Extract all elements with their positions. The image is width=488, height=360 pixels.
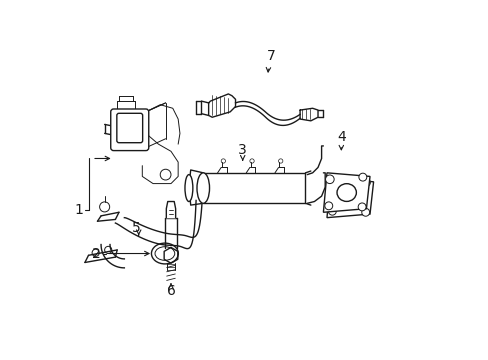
Polygon shape	[188, 170, 203, 205]
Circle shape	[358, 173, 366, 181]
Circle shape	[324, 202, 332, 210]
Circle shape	[361, 208, 369, 216]
Circle shape	[325, 175, 333, 184]
Polygon shape	[166, 202, 175, 218]
Text: 4: 4	[336, 130, 345, 144]
Text: 3: 3	[238, 143, 246, 157]
Polygon shape	[300, 108, 317, 121]
Circle shape	[362, 179, 369, 186]
Polygon shape	[208, 94, 235, 117]
Polygon shape	[164, 247, 178, 263]
Text: 7: 7	[266, 49, 275, 63]
Polygon shape	[323, 173, 369, 212]
Ellipse shape	[184, 175, 192, 202]
Text: 1: 1	[74, 203, 83, 217]
Circle shape	[328, 207, 336, 215]
Circle shape	[328, 180, 337, 189]
Text: 5: 5	[132, 221, 140, 235]
FancyBboxPatch shape	[117, 113, 142, 143]
Circle shape	[357, 203, 366, 211]
Polygon shape	[326, 178, 373, 218]
FancyBboxPatch shape	[110, 109, 148, 150]
Text: 6: 6	[166, 284, 175, 298]
Ellipse shape	[197, 173, 209, 203]
Text: 2: 2	[92, 247, 101, 261]
